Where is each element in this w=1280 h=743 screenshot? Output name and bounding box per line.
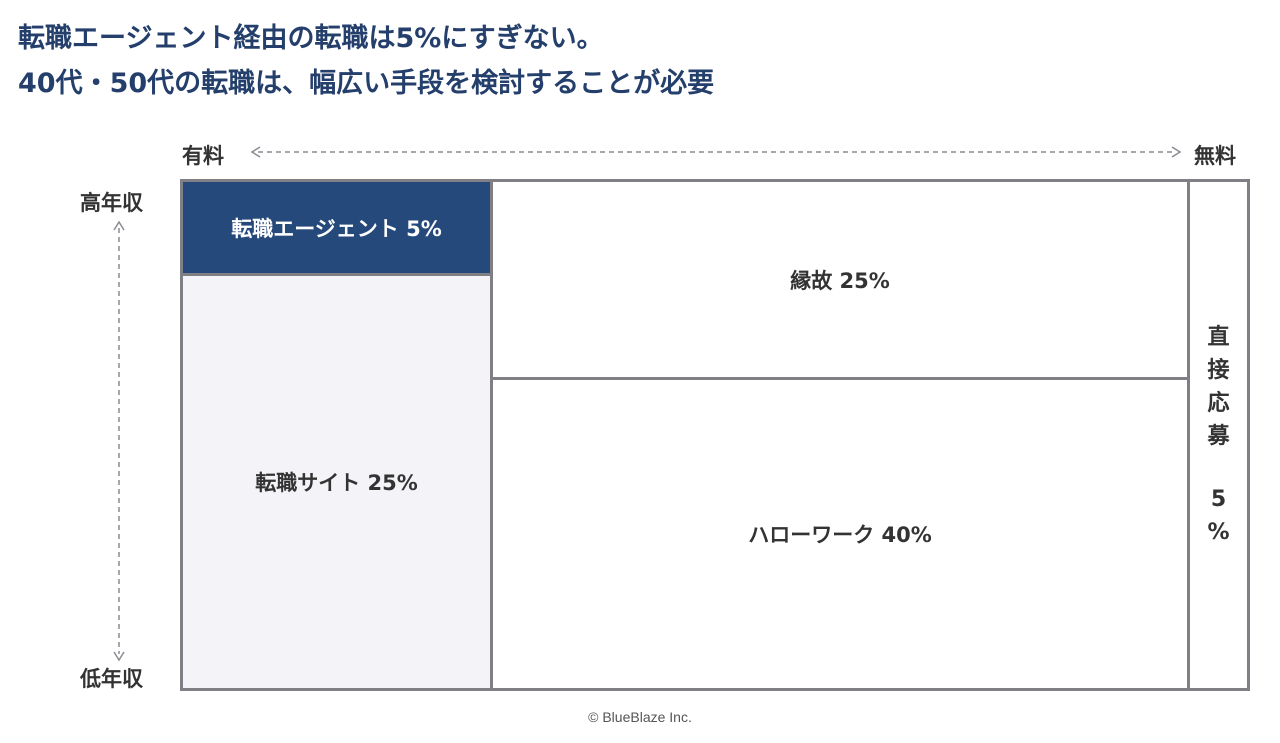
x-axis-left-label: 有料 (182, 144, 224, 168)
direct-char: 接 (1207, 358, 1230, 383)
y-axis-top-label: 高年収 (80, 191, 143, 215)
channel-matrix: 転職エージェント 5% 転職サイト 25% 縁故 25% ハローワーク 40% … (180, 179, 1250, 691)
segment-hellowork-label: ハローワーク 40% (748, 523, 932, 547)
segment-hellowork: ハローワーク 40% (493, 380, 1190, 688)
horizontal-double-arrow (250, 146, 1182, 158)
direct-char: 直 (1207, 325, 1230, 350)
direct-char: 募 (1207, 424, 1230, 449)
direct-pct-char: 5 (1210, 487, 1227, 512)
direct-char: 応 (1207, 391, 1230, 416)
segment-agent-label: 転職エージェント 5% (231, 216, 442, 241)
copyright-footer: © BlueBlaze Inc. (588, 709, 692, 725)
segment-job-site: 転職サイト 25% (183, 273, 493, 688)
y-axis-bottom-label: 低年収 (80, 667, 143, 691)
segment-direct-application: 直 接 応 募 5 % (1190, 182, 1247, 688)
headline-line-2: 40代・50代の転職は、幅広い手段を検討することが必要 (18, 68, 715, 99)
headline-line-1: 転職エージェント経由の転職は5%にすぎない。 (18, 23, 604, 54)
segment-agent: 転職エージェント 5% (183, 182, 493, 273)
segment-connection-label: 縁故 25% (790, 268, 890, 293)
direct-pct-char: % (1207, 520, 1230, 545)
segment-job-site-label: 転職サイト 25% (255, 471, 418, 495)
vertical-double-arrow (113, 220, 125, 662)
segment-direct-label: 直 接 応 募 5 % (1207, 321, 1229, 549)
segment-connection: 縁故 25% (493, 182, 1190, 380)
x-axis-right-label: 無料 (1194, 144, 1236, 168)
